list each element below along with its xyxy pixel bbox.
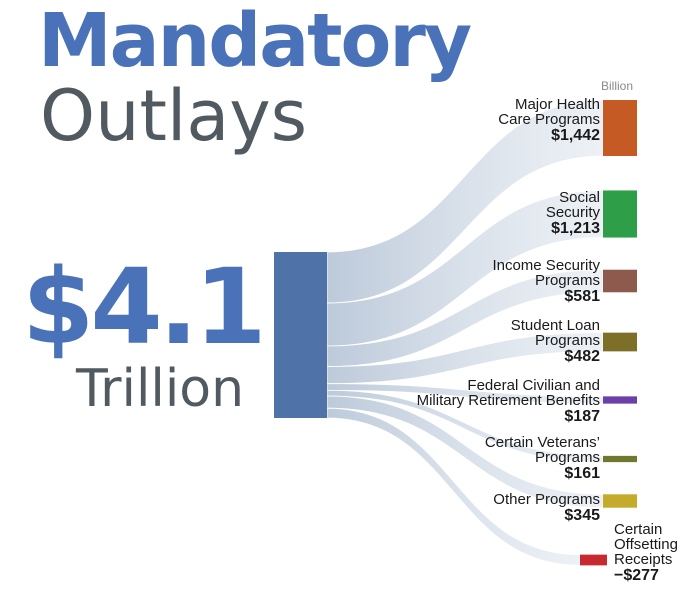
flow-label-line: Income Security [492, 257, 600, 274]
flow-label-line: Offsetting [614, 536, 678, 553]
flow-label-line: Security [545, 204, 600, 221]
flow-band-4 [326, 383, 604, 405]
flow-label-7: Certain Offsetting Receipts −$277 [614, 522, 698, 585]
flow-label-line: Social [559, 189, 600, 206]
flow-label-line: Programs [534, 332, 600, 349]
total-value: $4.1 [22, 246, 267, 368]
flow-value: $187 [564, 408, 600, 425]
target-bar-4 [603, 396, 637, 404]
flow-label-3: Student Loan Programs $482 [340, 318, 600, 366]
flow-value: −$277 [614, 567, 659, 584]
flow-label-6: Other Programs $345 [340, 492, 600, 525]
flow-label-line: Certain [614, 521, 663, 538]
unit-label: Billion [601, 79, 634, 93]
target-bar-2 [603, 269, 637, 293]
flow-label-1: Social Security $1,213 [340, 190, 600, 238]
flow-label-line: Other Programs [493, 491, 600, 508]
flow-value: $345 [564, 507, 600, 524]
target-bar-3 [603, 332, 637, 352]
flow-label-line: Military Retirement Benefits [416, 392, 600, 409]
flow-band-2 [326, 269, 604, 367]
flow-value: $1,213 [551, 220, 600, 237]
flow-label-5: Certain Veterans’ Programs $161 [340, 435, 600, 483]
flow-label-2: Income Security Programs $581 [340, 258, 600, 306]
flow-label-line: Student Loan [510, 317, 600, 334]
flow-band-7 [326, 407, 581, 566]
flow-label-line: Major Health [514, 96, 600, 113]
flow-value: $1,442 [551, 127, 600, 144]
source-bar [274, 252, 327, 418]
flow-label-line: Certain Veterans’ [484, 434, 600, 451]
target-bar-1 [603, 190, 637, 238]
flow-label-line: Care Programs [498, 111, 600, 128]
flow-value: $581 [564, 288, 600, 305]
title-outlays: Outlays [40, 75, 308, 157]
flow-label-4: Federal Civilian and Military Retirement … [340, 378, 600, 426]
flow-bands [326, 99, 604, 566]
flow-label-line: Receipts [614, 551, 673, 568]
flow-label-line: Programs [534, 272, 600, 289]
flow-value: $161 [564, 465, 600, 482]
target-bar-0 [603, 100, 637, 156]
target-bar-6 [603, 494, 637, 508]
target-bar-5 [603, 455, 637, 463]
target-bar-7 [580, 554, 607, 566]
flow-label-0: Major Health Care Programs $1,442 [340, 97, 600, 145]
target-bars [580, 100, 637, 566]
flow-value: $482 [564, 348, 600, 365]
flow-label-line: Federal Civilian and [467, 377, 600, 394]
flow-label-line: Programs [534, 449, 600, 466]
total-unit: Trillion [76, 359, 245, 419]
title-mandatory: Mandatory [38, 0, 472, 84]
